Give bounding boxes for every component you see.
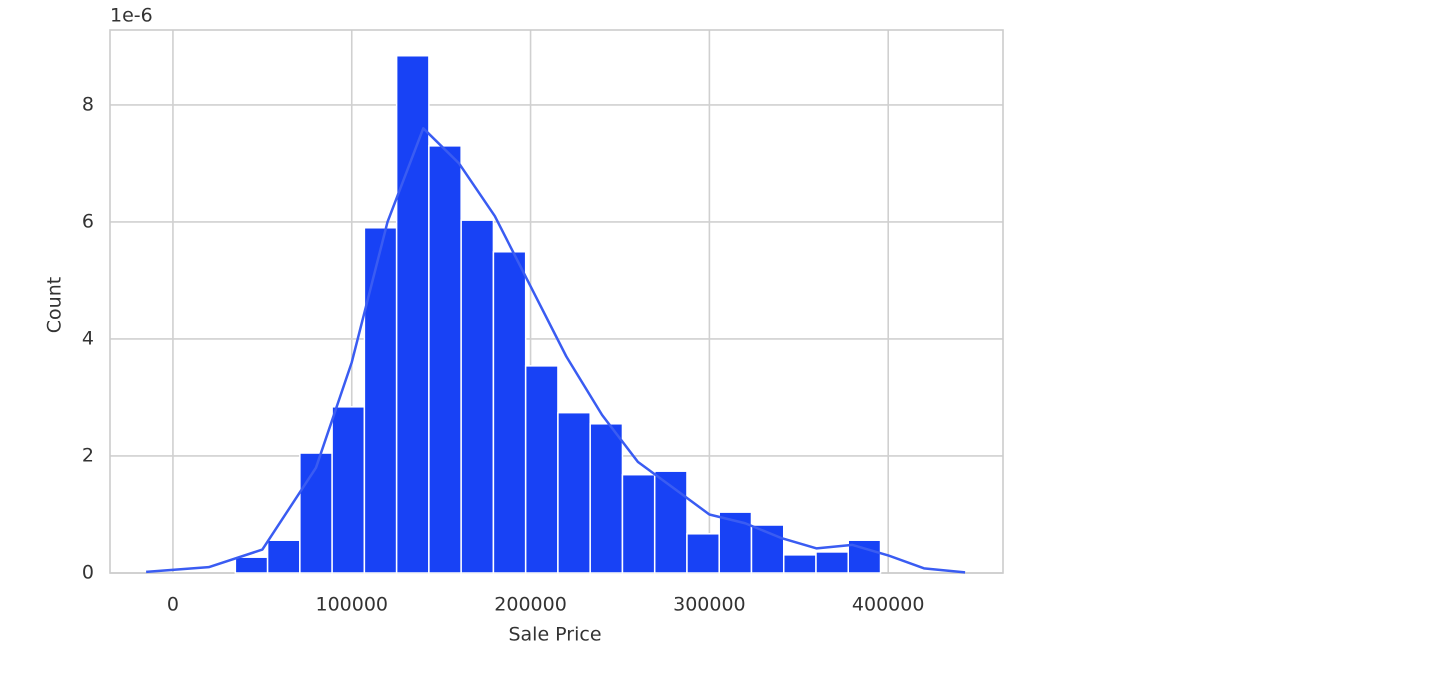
y-axis-label: Count <box>44 277 66 333</box>
y-tick-label: 4 <box>82 327 94 349</box>
bar <box>653 470 688 574</box>
bar <box>460 219 495 574</box>
y-tick-label: 0 <box>82 562 94 584</box>
x-tick-label: 200000 <box>494 594 567 616</box>
bar <box>782 554 817 574</box>
bar <box>266 539 301 574</box>
bar <box>428 145 462 574</box>
bar <box>589 423 624 574</box>
bar <box>718 511 753 574</box>
bar <box>524 365 559 574</box>
bar <box>686 533 720 574</box>
y-tick-label: 6 <box>82 210 94 232</box>
bar <box>395 54 430 574</box>
x-tick-label: 400000 <box>852 594 925 616</box>
x-tick-label: 100000 <box>315 594 388 616</box>
bar <box>331 406 366 574</box>
bar <box>557 411 591 574</box>
x-tick-label: 0 <box>167 594 179 616</box>
x-tick-label: 300000 <box>673 594 746 616</box>
bar <box>234 556 269 574</box>
bar <box>363 227 398 574</box>
bar <box>492 251 527 574</box>
y-tick-label: 8 <box>82 93 94 115</box>
y-tick-label: 2 <box>82 444 94 466</box>
y-offset-label: 1e-6 <box>110 5 153 27</box>
bar <box>815 551 850 574</box>
kde-line <box>146 127 966 574</box>
bar <box>621 473 656 574</box>
x-axis-label: Sale Price <box>508 624 601 646</box>
bar <box>299 452 333 574</box>
